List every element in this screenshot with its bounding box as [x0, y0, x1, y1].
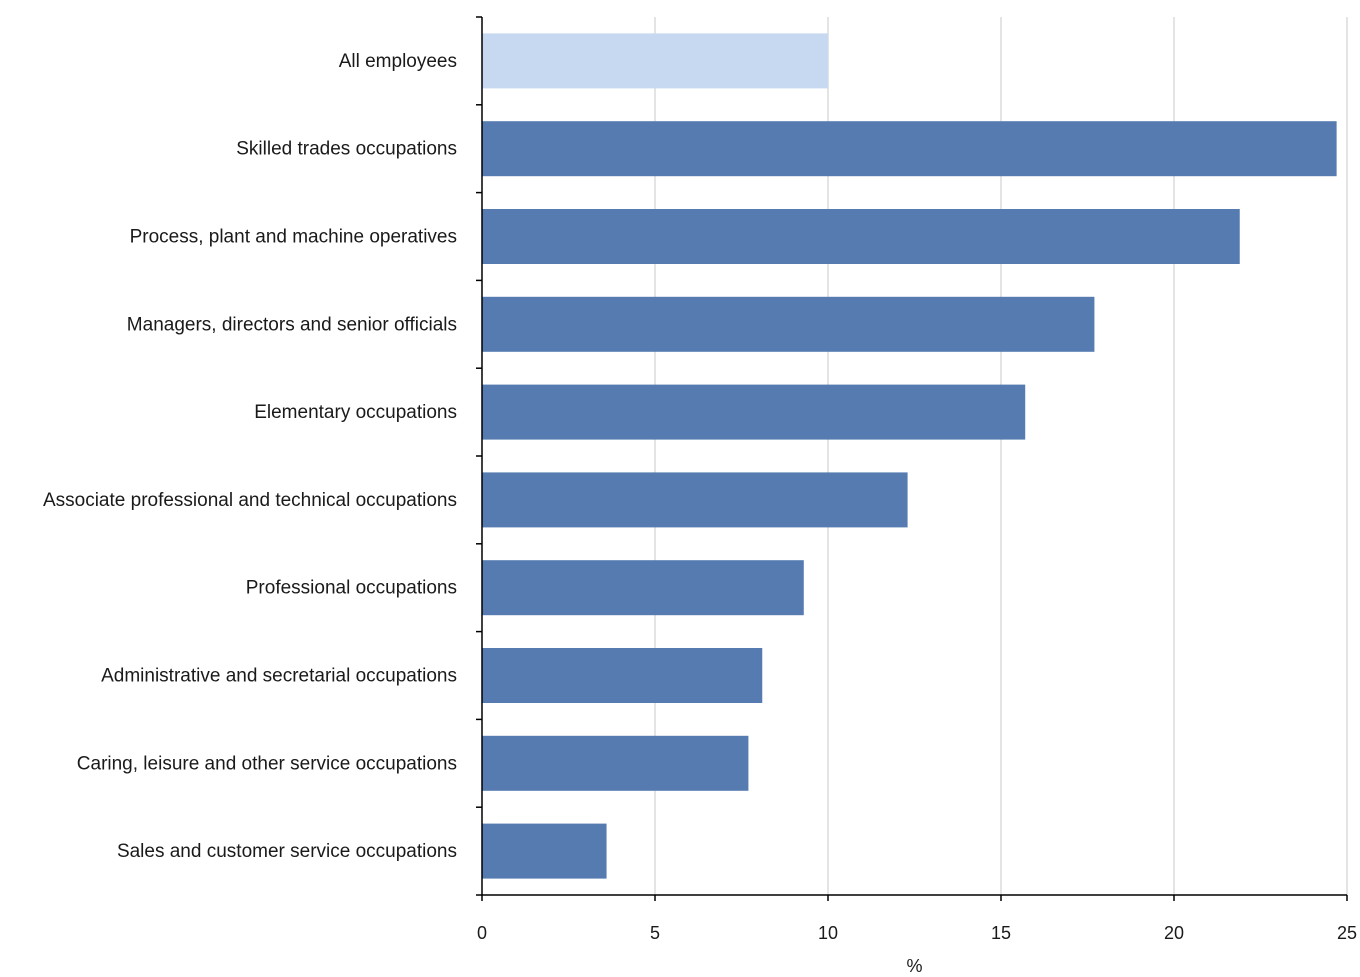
category-label-3: Managers, directors and senior officials: [127, 314, 457, 335]
bar-0: [482, 33, 828, 89]
x-tick-label-25: 25: [1337, 923, 1357, 943]
bar-8: [482, 735, 749, 791]
x-axis-title: %: [906, 956, 922, 976]
category-label-2: Process, plant and machine operatives: [130, 227, 457, 248]
category-labels: All employees Skilled trades occupations P…: [43, 51, 457, 862]
category-label-5: Associate professional and technical occ…: [43, 490, 457, 511]
category-label-8: Caring, leisure and other service occupa…: [77, 753, 457, 774]
category-label-7: Administrative and secretarial occupatio…: [101, 666, 457, 687]
x-tick-label-5: 5: [650, 923, 660, 943]
bars: [482, 33, 1337, 879]
category-label-9: Sales and customer service occupations: [117, 841, 457, 862]
x-tick-label-15: 15: [991, 923, 1011, 943]
category-label-1: Skilled trades occupations: [236, 139, 457, 160]
x-tick-label-20: 20: [1164, 923, 1184, 943]
x-tick-labels: 0 5 10 15 20 25: [477, 923, 1357, 943]
bar-2: [482, 209, 1240, 264]
x-tick-label-0: 0: [477, 923, 487, 943]
bar-9: [482, 823, 607, 879]
bar-4: [482, 384, 1026, 440]
x-tick-label-10: 10: [818, 923, 838, 943]
category-label-6: Professional occupations: [246, 578, 457, 599]
bar-1: [482, 121, 1337, 177]
category-label-0: All employees: [339, 51, 457, 72]
axes: [476, 16, 1348, 901]
bar-6: [482, 560, 804, 616]
category-label-4: Elementary occupations: [254, 402, 457, 423]
bar-5: [482, 472, 908, 528]
bar-3: [482, 296, 1095, 352]
bar-7: [482, 648, 763, 703]
